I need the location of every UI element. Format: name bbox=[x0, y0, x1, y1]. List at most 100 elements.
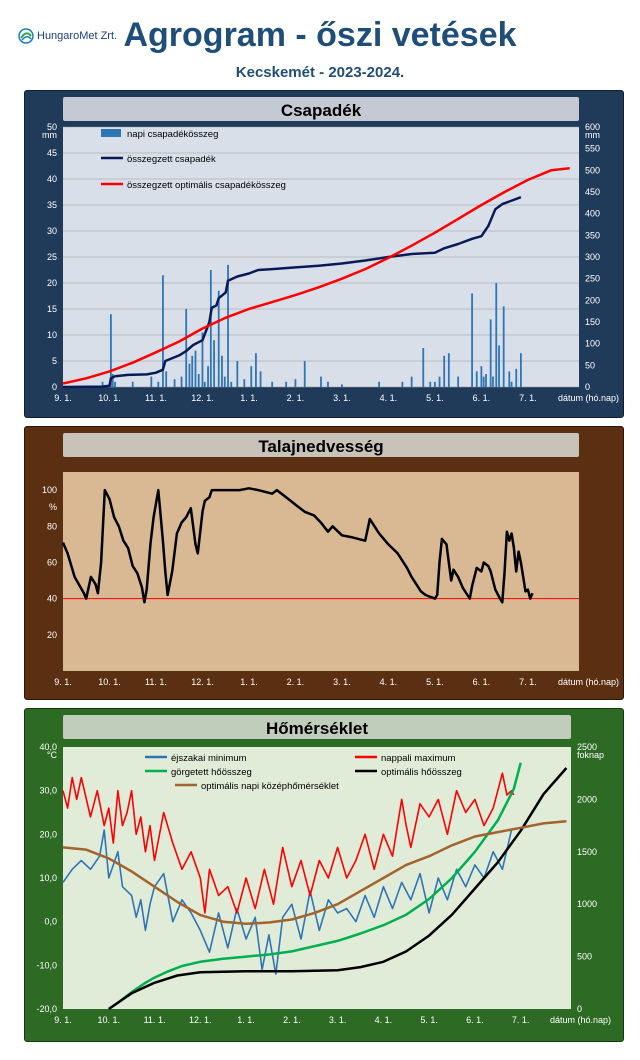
page-subtitle: Kecskemét - 2023-2024. bbox=[235, 64, 405, 81]
y-right-tick-label: 500 bbox=[585, 165, 600, 175]
y-right-tick-label: 2500 bbox=[577, 742, 597, 752]
y-right-tick-label: 150 bbox=[585, 317, 600, 327]
y-right-tick-label: 1500 bbox=[577, 847, 597, 857]
precip-bar bbox=[109, 314, 112, 387]
precip-bar bbox=[429, 381, 432, 387]
x-tick-label: 5. 1. bbox=[426, 677, 444, 687]
soil-moisture-chart: Talajnedvesség 20 40 60 80 100% 9. 1. 10. 1. 11.… bbox=[42, 433, 619, 687]
x-tick-label: 12. 1. bbox=[189, 1015, 212, 1025]
y-tick-label: 10 bbox=[47, 330, 57, 340]
x-tick-label: 4. 1. bbox=[380, 677, 398, 687]
series-line-1 bbox=[62, 829, 513, 975]
precip-bar bbox=[489, 319, 492, 387]
x-tick-label: 5. 1. bbox=[426, 393, 444, 403]
series-line-2 bbox=[62, 772, 515, 914]
precip-bar bbox=[401, 381, 404, 387]
y-unit-label: mm bbox=[42, 130, 57, 140]
precip-bar bbox=[227, 264, 229, 387]
precip-bar bbox=[271, 381, 274, 387]
precip-bar bbox=[101, 381, 104, 387]
x-tick-label: 2. 1. bbox=[287, 393, 305, 403]
x-tick-label: 6. 1. bbox=[466, 1015, 484, 1025]
y-tick-label: 0,0 bbox=[44, 917, 57, 927]
y-tick-label: -10,0 bbox=[36, 960, 57, 970]
x-tick-label: 3. 1. bbox=[333, 393, 351, 403]
precip-bar bbox=[457, 376, 460, 387]
precip-bar bbox=[230, 381, 233, 387]
x-tick-label: 6. 1. bbox=[473, 393, 491, 403]
precip-bar bbox=[162, 275, 164, 387]
y-right-unit-label: mm bbox=[585, 130, 600, 140]
precip-bar bbox=[510, 381, 513, 387]
precip-bar bbox=[197, 374, 200, 387]
series-line-3 bbox=[108, 762, 522, 1011]
precip-bar bbox=[378, 381, 381, 387]
precip-bar bbox=[157, 381, 160, 387]
y-tick-label: 20 bbox=[47, 630, 57, 640]
y-right-tick-label: 250 bbox=[585, 274, 600, 284]
precip-bar bbox=[294, 379, 297, 387]
y-tick-label: 20 bbox=[47, 278, 57, 288]
precip-bar bbox=[188, 363, 191, 387]
precip-bar bbox=[447, 353, 450, 387]
x-tick-label: 9. 1. bbox=[54, 1015, 72, 1025]
precip-bar bbox=[519, 353, 522, 387]
chart-title: Talajnedvesség bbox=[258, 437, 383, 456]
y-tick-label: 80 bbox=[47, 521, 57, 531]
precip-bar bbox=[410, 376, 413, 387]
precip-bar bbox=[191, 355, 194, 387]
precip-bar bbox=[131, 381, 134, 387]
legend-label: összegzett optimális csapadékösszeg bbox=[127, 180, 286, 191]
y-right-tick-label: 200 bbox=[585, 295, 600, 305]
y-tick-label: 0 bbox=[52, 382, 57, 392]
precip-bar bbox=[341, 384, 343, 387]
legend-label: napi csapadékösszeg bbox=[127, 129, 218, 140]
y-tick-label: 10,0 bbox=[39, 873, 57, 883]
precip-bar bbox=[471, 293, 473, 387]
precip-bar bbox=[433, 381, 436, 387]
plot-area bbox=[63, 472, 579, 671]
y-tick-label: 30,0 bbox=[39, 786, 57, 796]
y-tick-label: 40,0 bbox=[39, 742, 57, 752]
precip-bar bbox=[209, 270, 212, 387]
x-tick-label: 1. 1. bbox=[240, 393, 258, 403]
precip-bar bbox=[201, 332, 204, 387]
precip-bar bbox=[173, 379, 176, 387]
brand-logo: HungaroMet Zrt. bbox=[18, 28, 117, 44]
legend-label: nappali maximum bbox=[381, 753, 456, 764]
y-tick-label: 50 bbox=[47, 122, 57, 132]
precip-bar bbox=[482, 376, 485, 387]
legend-swatch bbox=[101, 129, 121, 137]
y-tick-label: 40 bbox=[47, 594, 57, 604]
precip-bar bbox=[250, 366, 253, 387]
y-right-tick-label: 500 bbox=[577, 952, 592, 962]
x-tick-label: 12. 1. bbox=[191, 677, 214, 687]
precipitation-panel: Csapadék 0 5 10 15 20 25 30 35 40 45 50 0 50 100 150 200… bbox=[24, 90, 624, 418]
x-tick-label: 7. 1. bbox=[519, 393, 537, 403]
y-tick-label: -20,0 bbox=[36, 1004, 57, 1014]
precip-bar bbox=[515, 368, 518, 387]
legend-label: görgetett hőösszeg bbox=[171, 767, 252, 778]
temperature-panel: Hőmérséklet -20,0 -10,0 0,0 10,0 20,0 30,0 40,0… bbox=[24, 708, 624, 1042]
y-right-tick-label: 1000 bbox=[577, 899, 597, 909]
x-tick-label: 11. 1. bbox=[144, 1015, 166, 1025]
temperature-chart: Hőmérséklet -20,0 -10,0 0,0 10,0 20,0 30,0 40,0… bbox=[36, 715, 611, 1025]
precip-bar bbox=[285, 381, 288, 387]
precip-bar bbox=[236, 361, 239, 387]
x-tick-label: 3. 1. bbox=[333, 677, 351, 687]
legend-label: összegzett csapadék bbox=[127, 154, 216, 165]
precip-bar bbox=[320, 376, 322, 387]
y-tick-label: 25 bbox=[47, 252, 57, 262]
precip-bar bbox=[223, 376, 226, 387]
y-right-tick-label: 300 bbox=[585, 252, 600, 262]
precip-bar bbox=[259, 371, 262, 387]
y-right-tick-label: 50 bbox=[585, 360, 595, 370]
y-tick-label: 5 bbox=[52, 356, 57, 366]
precip-bar bbox=[327, 381, 329, 387]
x-tick-label: 10. 1. bbox=[98, 677, 121, 687]
y-right-tick-label: 2000 bbox=[577, 794, 597, 804]
precip-bar bbox=[502, 306, 505, 387]
x-tick-label: 7. 1. bbox=[512, 1015, 530, 1025]
x-tick-label: 10. 1. bbox=[98, 1015, 121, 1025]
precip-bar bbox=[111, 374, 114, 387]
